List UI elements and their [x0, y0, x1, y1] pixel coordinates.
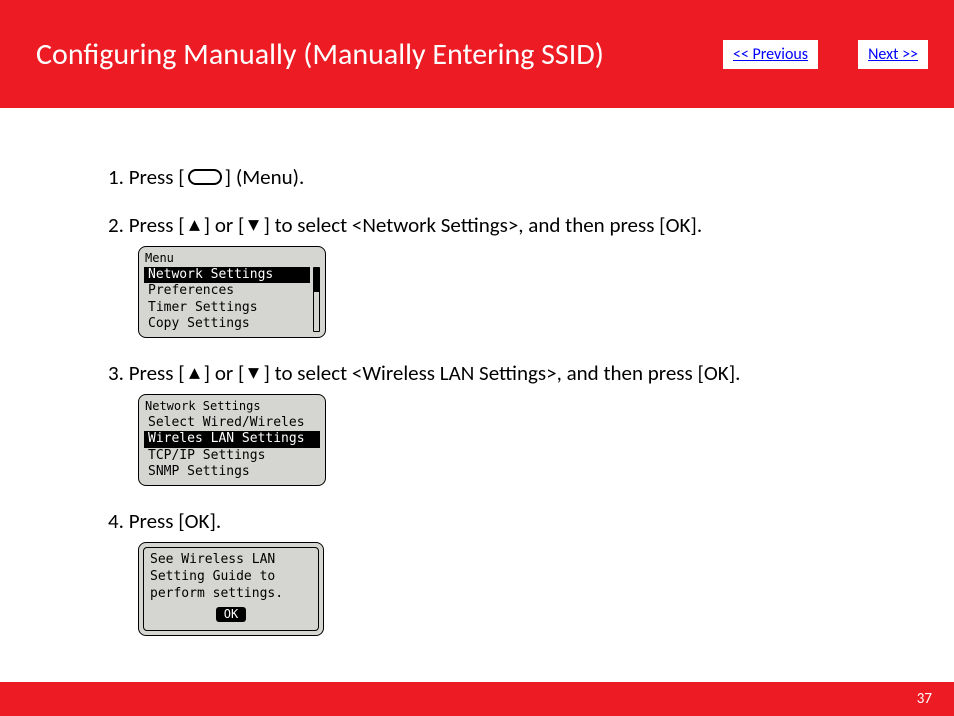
lcd2-row: Wireles LAN Settings	[144, 431, 320, 447]
up-arrow-icon	[188, 219, 201, 232]
page-title: Configuring Manually (Manually Entering …	[36, 36, 604, 73]
lcd3-line: Setting Guide to	[150, 569, 312, 586]
menu-button-icon	[188, 169, 222, 185]
step-4: 4. Press [OK].	[108, 508, 894, 534]
footer-bar: 37	[0, 682, 954, 716]
lcd2-title: Network Settings	[144, 399, 320, 414]
nav-buttons: << Previous Next >>	[723, 40, 928, 69]
lcd3-line: perform settings.	[150, 586, 312, 603]
step-2: 2. Press [ ] or [ ] to select <Network S…	[108, 212, 894, 238]
lcd2-row: SNMP Settings	[144, 464, 320, 480]
next-button[interactable]: Next >>	[858, 40, 928, 69]
content-area: 1. Press [ ] (Menu). 2. Press [ ] or [ ]…	[0, 108, 954, 636]
lcd2-row: Select Wired/Wireles	[144, 415, 320, 431]
page-number: 37	[917, 690, 932, 708]
step2-text-b: ] or [	[204, 212, 245, 238]
lcd1-row: Timer Settings	[144, 300, 310, 316]
step2-text-c: ] to select <Network Settings>, and then…	[263, 212, 702, 238]
down-arrow-icon	[247, 219, 260, 232]
prev-button[interactable]: << Previous	[723, 40, 818, 69]
lcd-screen-1: Menu Network Settings Preferences Timer …	[138, 246, 326, 338]
step3-text-c: ] to select <Wireless LAN Settings>, and…	[263, 360, 740, 386]
down-arrow-icon	[247, 367, 260, 380]
lcd3-line: See Wireless LAN	[150, 552, 312, 569]
step1-text-b: ] (Menu).	[225, 164, 305, 190]
step-1: 1. Press [ ] (Menu).	[108, 164, 894, 190]
up-arrow-icon	[188, 367, 201, 380]
lcd1-row: Preferences	[144, 283, 310, 299]
lcd1-scrollbar	[313, 267, 320, 332]
step-3: 3. Press [ ] or [ ] to select <Wireless …	[108, 360, 894, 386]
lcd-screen-3: See Wireless LAN Setting Guide to perfor…	[138, 542, 324, 636]
step4-text: 4. Press [OK].	[108, 508, 221, 534]
lcd1-row: Copy Settings	[144, 316, 310, 332]
step3-text-b: ] or [	[204, 360, 245, 386]
lcd3-ok-button: OK	[216, 607, 246, 622]
lcd3-ok-row: OK	[150, 607, 312, 624]
header-bar: Configuring Manually (Manually Entering …	[0, 0, 954, 108]
lcd2-row: TCP/IP Settings	[144, 448, 320, 464]
step2-text-a: 2. Press [	[108, 212, 185, 238]
step3-text-a: 3. Press [	[108, 360, 185, 386]
step1-text-a: 1. Press [	[108, 164, 185, 190]
lcd1-row: Network Settings	[144, 267, 310, 283]
lcd-screen-2: Network Settings Select Wired/Wireles Wi…	[138, 394, 326, 486]
lcd1-title: Menu	[144, 251, 320, 266]
